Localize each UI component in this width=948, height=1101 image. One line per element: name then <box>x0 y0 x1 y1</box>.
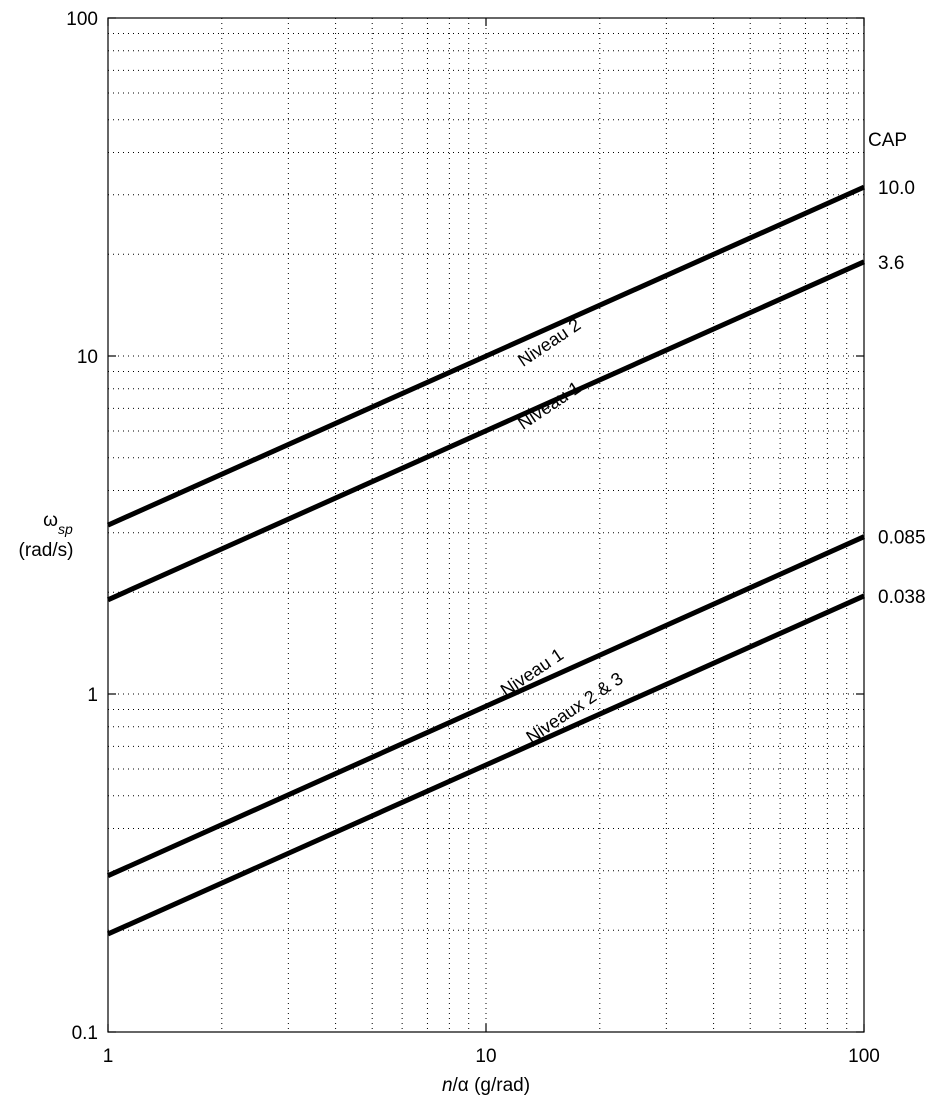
series-label: 0.038 <box>878 587 926 608</box>
x-tick-label: 10 <box>475 1046 496 1067</box>
series-label: 3.6 <box>878 253 904 274</box>
series-group <box>106 184 866 937</box>
y-axis-label: ωsp <box>43 510 73 537</box>
grid <box>108 18 864 1032</box>
series-line <box>106 593 866 937</box>
x-tick-label: 100 <box>848 1046 880 1067</box>
x-axis-label: n/α (g/rad) <box>442 1075 530 1096</box>
line-annotation: Niveau 1 <box>514 377 584 433</box>
line-annotation: Niveau 2 <box>514 314 584 370</box>
series-line <box>106 534 866 878</box>
y-axis-label-units: (rad/s) <box>19 540 74 561</box>
y-axis-label-subscript: sp <box>58 521 73 537</box>
y-tick-label: 100 <box>66 9 98 30</box>
plot-frame <box>107 17 865 1033</box>
series-label: 0.085 <box>878 528 926 549</box>
y-tick-label: 10 <box>77 347 98 368</box>
series-line <box>106 259 866 603</box>
series-line <box>106 184 866 528</box>
y-tick-label: 1 <box>87 685 98 706</box>
x-tick-label: 1 <box>103 1046 114 1067</box>
y-tick-label: 0.1 <box>72 1023 98 1044</box>
legend: CAP 10.0 3.6 0.085 0.038 <box>868 130 926 608</box>
x-axis-label-italic: n <box>442 1075 453 1096</box>
y-axis-label-symbol: ω <box>43 510 58 531</box>
series-label: 10.0 <box>878 178 915 199</box>
x-axis-label-rest: /α (g/rad) <box>453 1075 531 1096</box>
legend-title: CAP <box>868 130 907 151</box>
